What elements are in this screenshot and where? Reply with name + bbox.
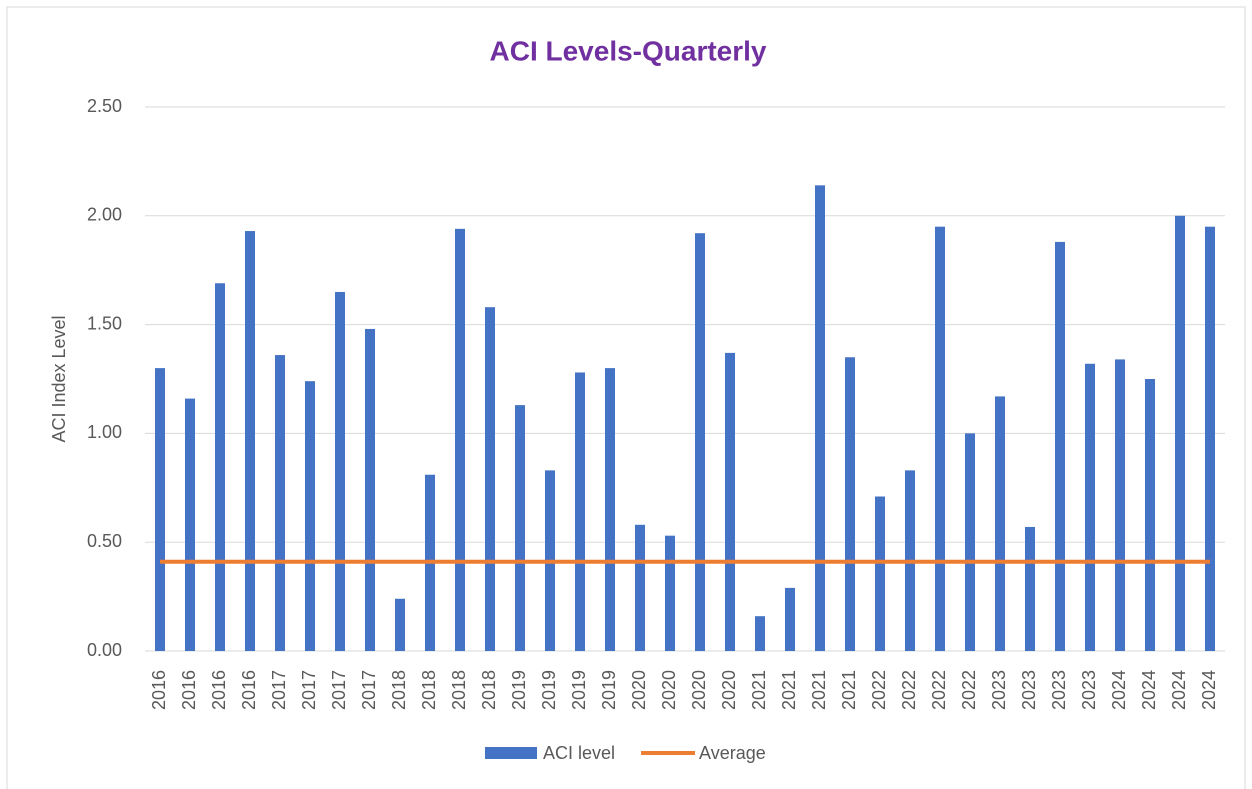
x-tick-label: 2019 [599,670,619,710]
bar [695,233,705,651]
chart-title: ACI Levels-Quarterly [490,35,767,66]
x-tick-label: 2022 [899,670,919,710]
bar [305,381,315,651]
bar [605,368,615,651]
legend-swatch [485,747,537,759]
x-tick-label: 2017 [269,670,289,710]
x-tick-label: 2022 [959,670,979,710]
bar [395,598,405,651]
x-tick-label: 2018 [419,670,439,710]
y-tick-label: 1.00 [87,422,122,442]
x-tick-label: 2021 [809,670,829,710]
x-tick-label: 2018 [479,670,499,710]
bar [335,291,345,651]
bar [995,396,1005,651]
x-tick-label: 2024 [1139,670,1159,710]
bar [365,328,375,651]
y-tick-label: 0.00 [87,640,122,660]
x-tick-label: 2020 [659,670,679,710]
x-tick-label: 2024 [1109,670,1129,710]
bar [935,226,945,651]
bar [1025,526,1035,651]
x-tick-label: 2024 [1199,670,1219,710]
legend-label: Average [699,743,766,763]
bar [845,357,855,651]
bar [785,587,795,651]
bar [1115,359,1125,651]
chart-border [6,6,1246,789]
x-tick-label: 2019 [569,670,589,710]
x-tick-label: 2023 [1079,670,1099,710]
x-tick-label: 2020 [689,670,709,710]
x-tick-label: 2021 [779,670,799,710]
bar [245,231,255,652]
x-tick-label: 2022 [869,670,889,710]
x-tick-label: 2016 [239,670,259,710]
x-tick-label: 2017 [299,670,319,710]
x-tick-label: 2020 [719,670,739,710]
x-tick-label: 2018 [449,670,469,710]
x-tick-label: 2017 [359,670,379,710]
bar [575,372,585,651]
bar [965,433,975,651]
bar [1055,241,1065,652]
bar [515,405,525,651]
bar [665,535,675,651]
y-tick-label: 0.50 [87,531,122,551]
x-tick-label: 2020 [629,670,649,710]
x-tick-label: 2016 [179,670,199,710]
bar [455,228,465,651]
x-tick-label: 2021 [839,670,859,710]
bar [1085,363,1095,651]
x-tick-label: 2018 [389,670,409,710]
bar [725,352,735,651]
x-tick-label: 2016 [149,670,169,710]
x-tick-label: 2019 [539,670,559,710]
x-tick-label: 2019 [509,670,529,710]
y-tick-label: 2.00 [87,205,122,225]
x-tick-label: 2021 [749,670,769,710]
bar [215,283,225,651]
x-tick-label: 2017 [329,670,349,710]
x-tick-label: 2023 [1019,670,1039,710]
y-axis-label: ACI Index Level [49,315,69,442]
bar [485,307,495,651]
bar [185,398,195,651]
x-tick-label: 2024 [1169,670,1189,710]
bar [155,368,165,651]
y-tick-label: 2.50 [87,96,122,116]
x-tick-label: 2016 [209,670,229,710]
x-tick-label: 2023 [1049,670,1069,710]
bar [875,496,885,651]
bar [1175,215,1185,652]
bar [635,524,645,651]
legend-label: ACI level [543,743,615,763]
bar [275,355,285,651]
bar [755,616,765,651]
y-tick-label: 1.50 [87,313,122,333]
x-tick-label: 2022 [929,670,949,710]
bar [1145,379,1155,651]
bar [1205,226,1215,651]
x-tick-label: 2023 [989,670,1009,710]
bar [815,185,825,651]
